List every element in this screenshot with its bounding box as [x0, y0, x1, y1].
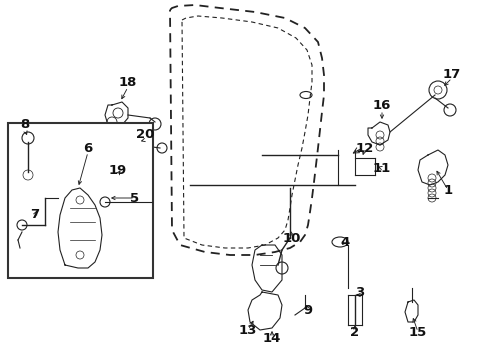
Bar	[8, 123, 153, 278]
Text: 19: 19	[109, 163, 127, 176]
Text: 9: 9	[303, 303, 312, 316]
Text: 6: 6	[83, 141, 92, 154]
Text: 5: 5	[130, 192, 139, 204]
Text: 15: 15	[408, 325, 426, 338]
Text: 10: 10	[282, 231, 301, 244]
Text: 13: 13	[238, 324, 257, 337]
Text: 12: 12	[355, 141, 373, 154]
Text: 14: 14	[262, 332, 281, 345]
Text: 17: 17	[442, 68, 460, 81]
Text: 18: 18	[119, 76, 137, 89]
Text: 11: 11	[372, 162, 390, 175]
Text: 7: 7	[30, 208, 40, 221]
Text: 4: 4	[340, 235, 349, 248]
Text: 1: 1	[443, 184, 451, 197]
Text: 20: 20	[136, 129, 154, 141]
Text: 16: 16	[372, 99, 390, 112]
Text: 2: 2	[350, 325, 359, 338]
Text: 3: 3	[355, 285, 364, 298]
Text: 8: 8	[20, 118, 30, 131]
